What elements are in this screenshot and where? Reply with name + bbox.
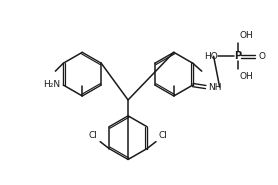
Text: O: O	[258, 52, 265, 61]
Text: HO: HO	[204, 52, 218, 61]
Text: OH: OH	[239, 31, 253, 40]
Text: P: P	[234, 51, 241, 61]
Text: Cl: Cl	[88, 131, 97, 140]
Text: NH: NH	[208, 83, 221, 92]
Text: OH: OH	[239, 72, 253, 81]
Text: H₂N: H₂N	[43, 80, 60, 89]
Text: Cl: Cl	[159, 131, 168, 140]
